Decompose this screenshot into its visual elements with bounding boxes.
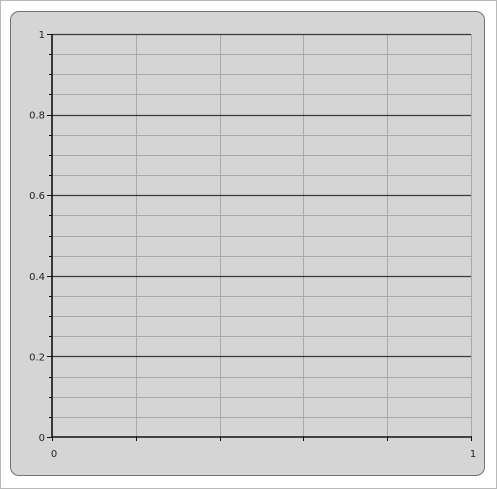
y-tick-label: 0 xyxy=(39,433,45,444)
y-tick-label: 0.4 xyxy=(29,272,45,283)
y-tick-label: 0.6 xyxy=(29,191,45,202)
x-tick-label: 1 xyxy=(470,449,476,460)
chart-panel xyxy=(10,11,485,476)
y-tick-label: 0.8 xyxy=(29,111,45,122)
y-tick-label: 1 xyxy=(39,30,45,41)
chart-plot-area: 0 0.2 0.4 0.6 0.8 1 0 1 xyxy=(29,30,476,460)
x-tick-label: 0 xyxy=(51,449,57,460)
y-tick-label: 0.2 xyxy=(29,352,45,363)
